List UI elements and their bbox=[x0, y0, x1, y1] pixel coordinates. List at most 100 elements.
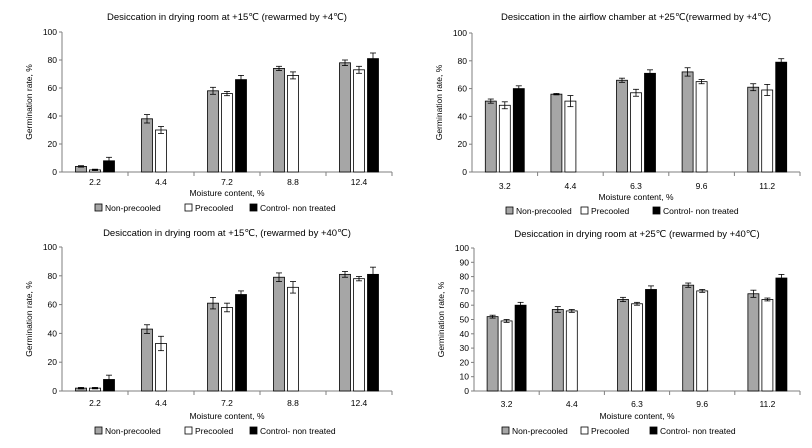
y-tick-label: 20 bbox=[460, 357, 470, 367]
y-tick-label: 90 bbox=[460, 257, 470, 267]
bar-1 bbox=[339, 62, 351, 173]
bar-2 bbox=[564, 100, 577, 173]
bar-2 bbox=[221, 93, 233, 173]
chart-panel-2: Desiccation in the airflow chamber at +2… bbox=[406, 0, 812, 221]
bar-1 bbox=[747, 293, 760, 392]
y-tick-label: 60 bbox=[460, 300, 470, 310]
legend-label: Control- non treated bbox=[663, 206, 739, 216]
bar-2 bbox=[221, 307, 233, 392]
x-tick-label: 6.3 bbox=[631, 399, 643, 409]
bar-1 bbox=[141, 328, 153, 392]
legend-swatch-2 bbox=[184, 426, 193, 435]
x-tick-label: 4.4 bbox=[155, 398, 167, 408]
x-tick-label: 4.4 bbox=[566, 399, 578, 409]
x-axis-label: Moisture content, % bbox=[189, 188, 265, 198]
legend-swatch-2 bbox=[580, 206, 589, 215]
bar-1 bbox=[681, 71, 694, 173]
bar-1 bbox=[273, 276, 285, 392]
x-tick-label: 2.2 bbox=[89, 398, 101, 408]
bar-1 bbox=[616, 79, 628, 173]
y-tick-label: 40 bbox=[48, 111, 58, 121]
bar-3 bbox=[235, 294, 247, 392]
x-tick-label: 9.6 bbox=[696, 399, 708, 409]
y-tick-label: 10 bbox=[460, 372, 470, 382]
chart-4-svg: Desiccation in drying room at +25℃ (rewa… bbox=[436, 229, 801, 436]
bar-2 bbox=[498, 104, 511, 173]
legend-label: Precooled bbox=[591, 206, 630, 216]
bar-2 bbox=[565, 310, 578, 392]
legend-swatch-2 bbox=[580, 426, 589, 435]
y-tick-label: 40 bbox=[48, 328, 58, 338]
chart-title: Desiccation in drying room at +25℃ (rewa… bbox=[514, 229, 759, 240]
y-tick-label: 100 bbox=[43, 242, 57, 252]
y-tick-label: 70 bbox=[460, 286, 470, 296]
legend-swatch-1 bbox=[501, 426, 510, 435]
x-axis-label: Moisture content, % bbox=[599, 411, 675, 421]
x-tick-label: 8.8 bbox=[287, 398, 299, 408]
x-axis-label: Moisture content, % bbox=[189, 411, 265, 421]
bar-2 bbox=[761, 89, 774, 173]
y-tick-label: 0 bbox=[462, 167, 467, 177]
x-tick-label: 2.2 bbox=[89, 177, 101, 187]
y-tick-label: 80 bbox=[48, 55, 58, 65]
bar-1 bbox=[617, 299, 629, 392]
legend-swatch-3 bbox=[249, 203, 258, 212]
bar-1 bbox=[273, 68, 285, 173]
chart-2-svg: Desiccation in the airflow chamber at +2… bbox=[434, 12, 801, 216]
x-tick-label: 12.4 bbox=[351, 177, 368, 187]
y-tick-label: 80 bbox=[460, 272, 470, 282]
y-tick-label: 100 bbox=[43, 27, 57, 37]
bar-1 bbox=[484, 100, 497, 173]
bar-2 bbox=[695, 81, 708, 173]
x-tick-label: 4.4 bbox=[564, 181, 576, 191]
legend-label: Control- non treated bbox=[660, 426, 736, 436]
y-tick-label: 40 bbox=[460, 329, 470, 339]
legend-label: Precooled bbox=[591, 426, 630, 436]
bar-2 bbox=[155, 129, 167, 173]
x-tick-label: 11.2 bbox=[759, 181, 775, 191]
chart-title: Desiccation in drying room at +15℃ (rewa… bbox=[107, 12, 347, 23]
chart-1-svg: Desiccation in drying room at +15℃ (rewa… bbox=[24, 12, 393, 213]
bar-2 bbox=[630, 92, 642, 173]
legend-label: Precooled bbox=[195, 426, 234, 436]
chart-panel-1: Desiccation in drying room at +15℃ (rewa… bbox=[0, 0, 406, 221]
x-tick-label: 3.2 bbox=[501, 399, 513, 409]
bar-3 bbox=[514, 304, 527, 392]
x-tick-label: 6.3 bbox=[630, 181, 642, 191]
bar-2 bbox=[353, 278, 365, 392]
bar-1 bbox=[339, 273, 351, 392]
chart-3-svg: Desiccation in drying room at +15℃, (rew… bbox=[24, 228, 393, 436]
x-tick-label: 7.2 bbox=[221, 398, 233, 408]
y-axis-label: Germination rate, % bbox=[434, 64, 444, 140]
x-tick-label: 3.2 bbox=[499, 181, 511, 191]
bar-3 bbox=[235, 79, 247, 173]
bar-3 bbox=[367, 58, 379, 173]
legend-label: Non-precooled bbox=[105, 426, 161, 436]
y-tick-label: 60 bbox=[458, 84, 468, 94]
bar-1 bbox=[207, 90, 219, 173]
bar-2 bbox=[631, 303, 643, 392]
y-tick-label: 20 bbox=[458, 139, 468, 149]
y-tick-label: 30 bbox=[460, 343, 470, 353]
y-tick-label: 80 bbox=[458, 56, 468, 66]
bar-3 bbox=[775, 277, 788, 392]
y-tick-label: 40 bbox=[458, 111, 468, 121]
bar-1 bbox=[747, 86, 760, 173]
legend-swatch-3 bbox=[649, 426, 658, 435]
x-tick-label: 8.8 bbox=[287, 177, 299, 187]
bar-1 bbox=[486, 316, 499, 392]
y-tick-label: 60 bbox=[48, 300, 58, 310]
bar-1 bbox=[141, 118, 153, 173]
bar-2 bbox=[353, 69, 365, 173]
chart-title: Desiccation in drying room at +15℃, (rew… bbox=[103, 228, 351, 239]
legend-label: Non-precooled bbox=[512, 426, 568, 436]
bar-2 bbox=[761, 299, 774, 392]
x-axis-label: Moisture content, % bbox=[598, 192, 674, 202]
y-tick-label: 20 bbox=[48, 357, 58, 367]
legend-swatch-3 bbox=[249, 426, 258, 435]
x-tick-label: 7.2 bbox=[221, 177, 233, 187]
bar-2 bbox=[696, 290, 709, 392]
legend-label: Precooled bbox=[195, 203, 234, 213]
legend-label: Control- non treated bbox=[260, 426, 336, 436]
legend-swatch-1 bbox=[94, 426, 103, 435]
